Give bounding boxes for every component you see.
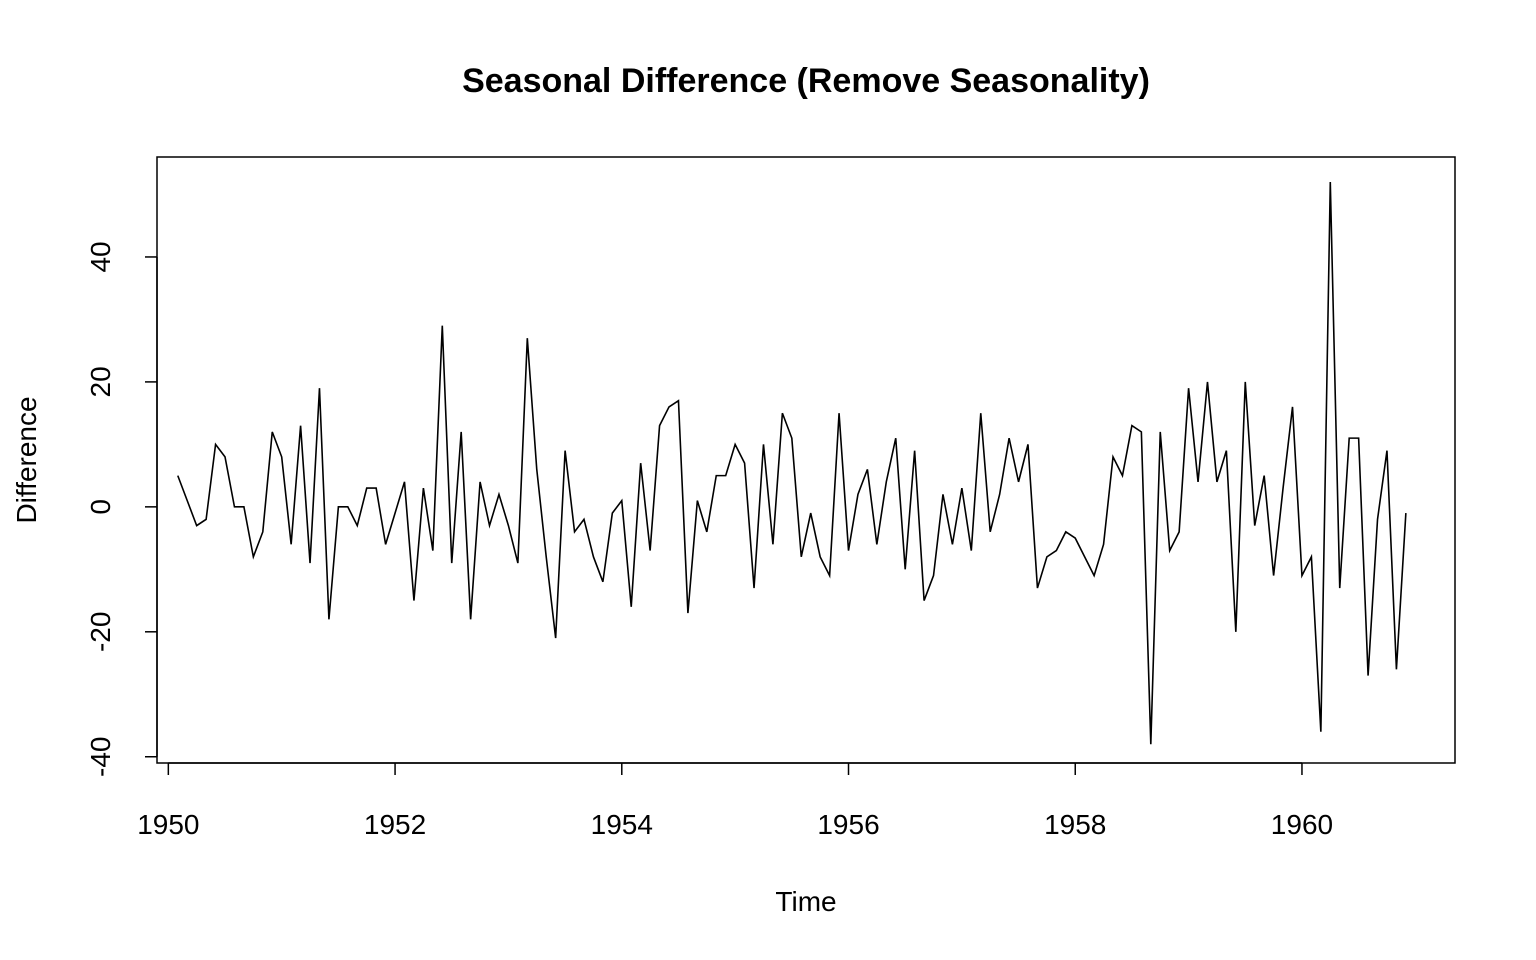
x-tick-label: 1960 — [1271, 809, 1333, 840]
y-tick-label: -20 — [85, 612, 116, 652]
series-line — [177, 181, 1407, 745]
y-axis-label: Difference — [11, 396, 42, 523]
x-tick-label: 1954 — [591, 809, 653, 840]
y-axis: -40 -20 0 20 40 — [85, 241, 158, 777]
y-tick-label: 20 — [85, 366, 116, 397]
x-tick-label: 1950 — [137, 809, 199, 840]
y-tick-label: 0 — [85, 499, 116, 515]
x-tick-label: 1956 — [817, 809, 879, 840]
chart-title: Seasonal Difference (Remove Seasonality) — [462, 62, 1150, 100]
x-tick-label: 1958 — [1044, 809, 1106, 840]
plot-area-frame — [156, 156, 1456, 764]
x-axis: 1950 1952 1954 1956 1958 1960 — [137, 762, 1333, 840]
series-group — [177, 181, 1407, 745]
y-tick-label: -40 — [85, 737, 116, 777]
x-tick-label: 1952 — [364, 809, 426, 840]
y-tick-label: 40 — [85, 241, 116, 272]
x-axis-label: Time — [775, 886, 836, 917]
